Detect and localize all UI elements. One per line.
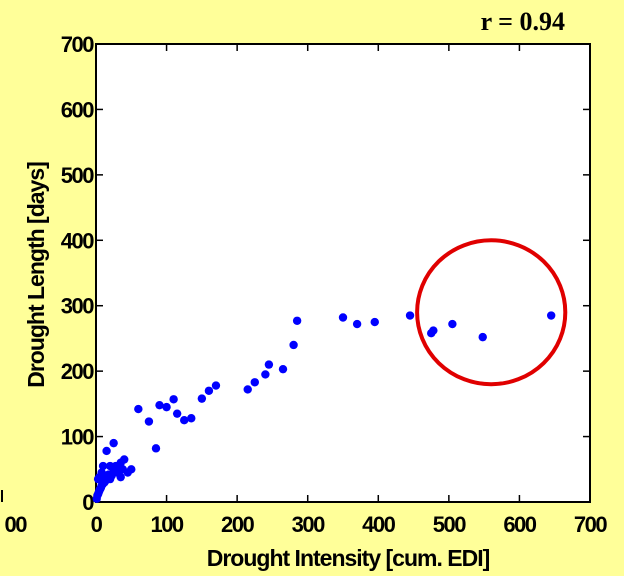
data-point [292, 316, 302, 325]
highlight-circle [415, 238, 568, 387]
data-point [352, 319, 362, 329]
x-tick-label: 400 [362, 512, 395, 537]
x-tick-label: 0 [91, 512, 103, 537]
left-panel-partial-tick-label: 00 [5, 512, 28, 537]
data-point [102, 446, 111, 456]
y-tick-label: 700 [61, 32, 94, 57]
data-point [546, 311, 556, 320]
data-point [187, 414, 196, 423]
y-axis-label: Drought Length [days] [23, 162, 49, 388]
data-point [116, 472, 125, 482]
x-tick-label: 600 [503, 512, 536, 537]
x-axis-label: Drought Intensity [cum. EDI] [207, 545, 490, 571]
data-point [405, 311, 415, 320]
data-point [120, 455, 129, 464]
data-point [261, 370, 270, 379]
data-points [92, 311, 556, 503]
x-tick-label: 300 [292, 512, 325, 537]
data-point [109, 438, 118, 448]
data-point [155, 400, 164, 410]
y-tick-label: 100 [61, 425, 94, 450]
left-panel-partial: 00 [1, 490, 29, 537]
axis-ticks: 0 100 200 300 400 500 600 700 0 100 200 300 400 500 60… [61, 32, 609, 537]
data-point [105, 474, 115, 484]
data-point [211, 381, 221, 390]
data-point [204, 386, 214, 395]
correlation-annotation: r = 0.94 [481, 7, 565, 36]
y-tick-label: 500 [61, 163, 94, 188]
x-tick-label: 100 [150, 512, 183, 537]
data-point [197, 394, 207, 403]
data-point [289, 340, 298, 350]
y-tick-label: 200 [61, 359, 94, 384]
data-point [478, 332, 487, 342]
x-tick-label: 700 [574, 512, 607, 537]
data-point [243, 385, 252, 394]
x-tick-label: 200 [221, 512, 254, 537]
y-tick-label: 300 [61, 294, 94, 319]
data-point [448, 319, 457, 329]
data-point [98, 461, 108, 471]
plot-area [95, 43, 591, 503]
data-point [338, 313, 348, 322]
data-point [144, 417, 154, 426]
data-point [162, 402, 171, 412]
y-tick-label: 600 [61, 97, 94, 122]
data-point [264, 360, 274, 369]
data-point [180, 416, 189, 425]
data-point [429, 326, 438, 335]
data-point [151, 444, 161, 453]
data-point [250, 378, 259, 387]
x-tick-label: 500 [433, 512, 466, 537]
y-tick-label: 0 [82, 490, 94, 515]
data-point [134, 404, 143, 414]
data-point [278, 364, 288, 374]
data-point [169, 395, 178, 404]
data-point [370, 317, 379, 327]
data-point [127, 465, 136, 474]
y-tick-label: 400 [61, 228, 94, 253]
data-point [172, 409, 182, 418]
